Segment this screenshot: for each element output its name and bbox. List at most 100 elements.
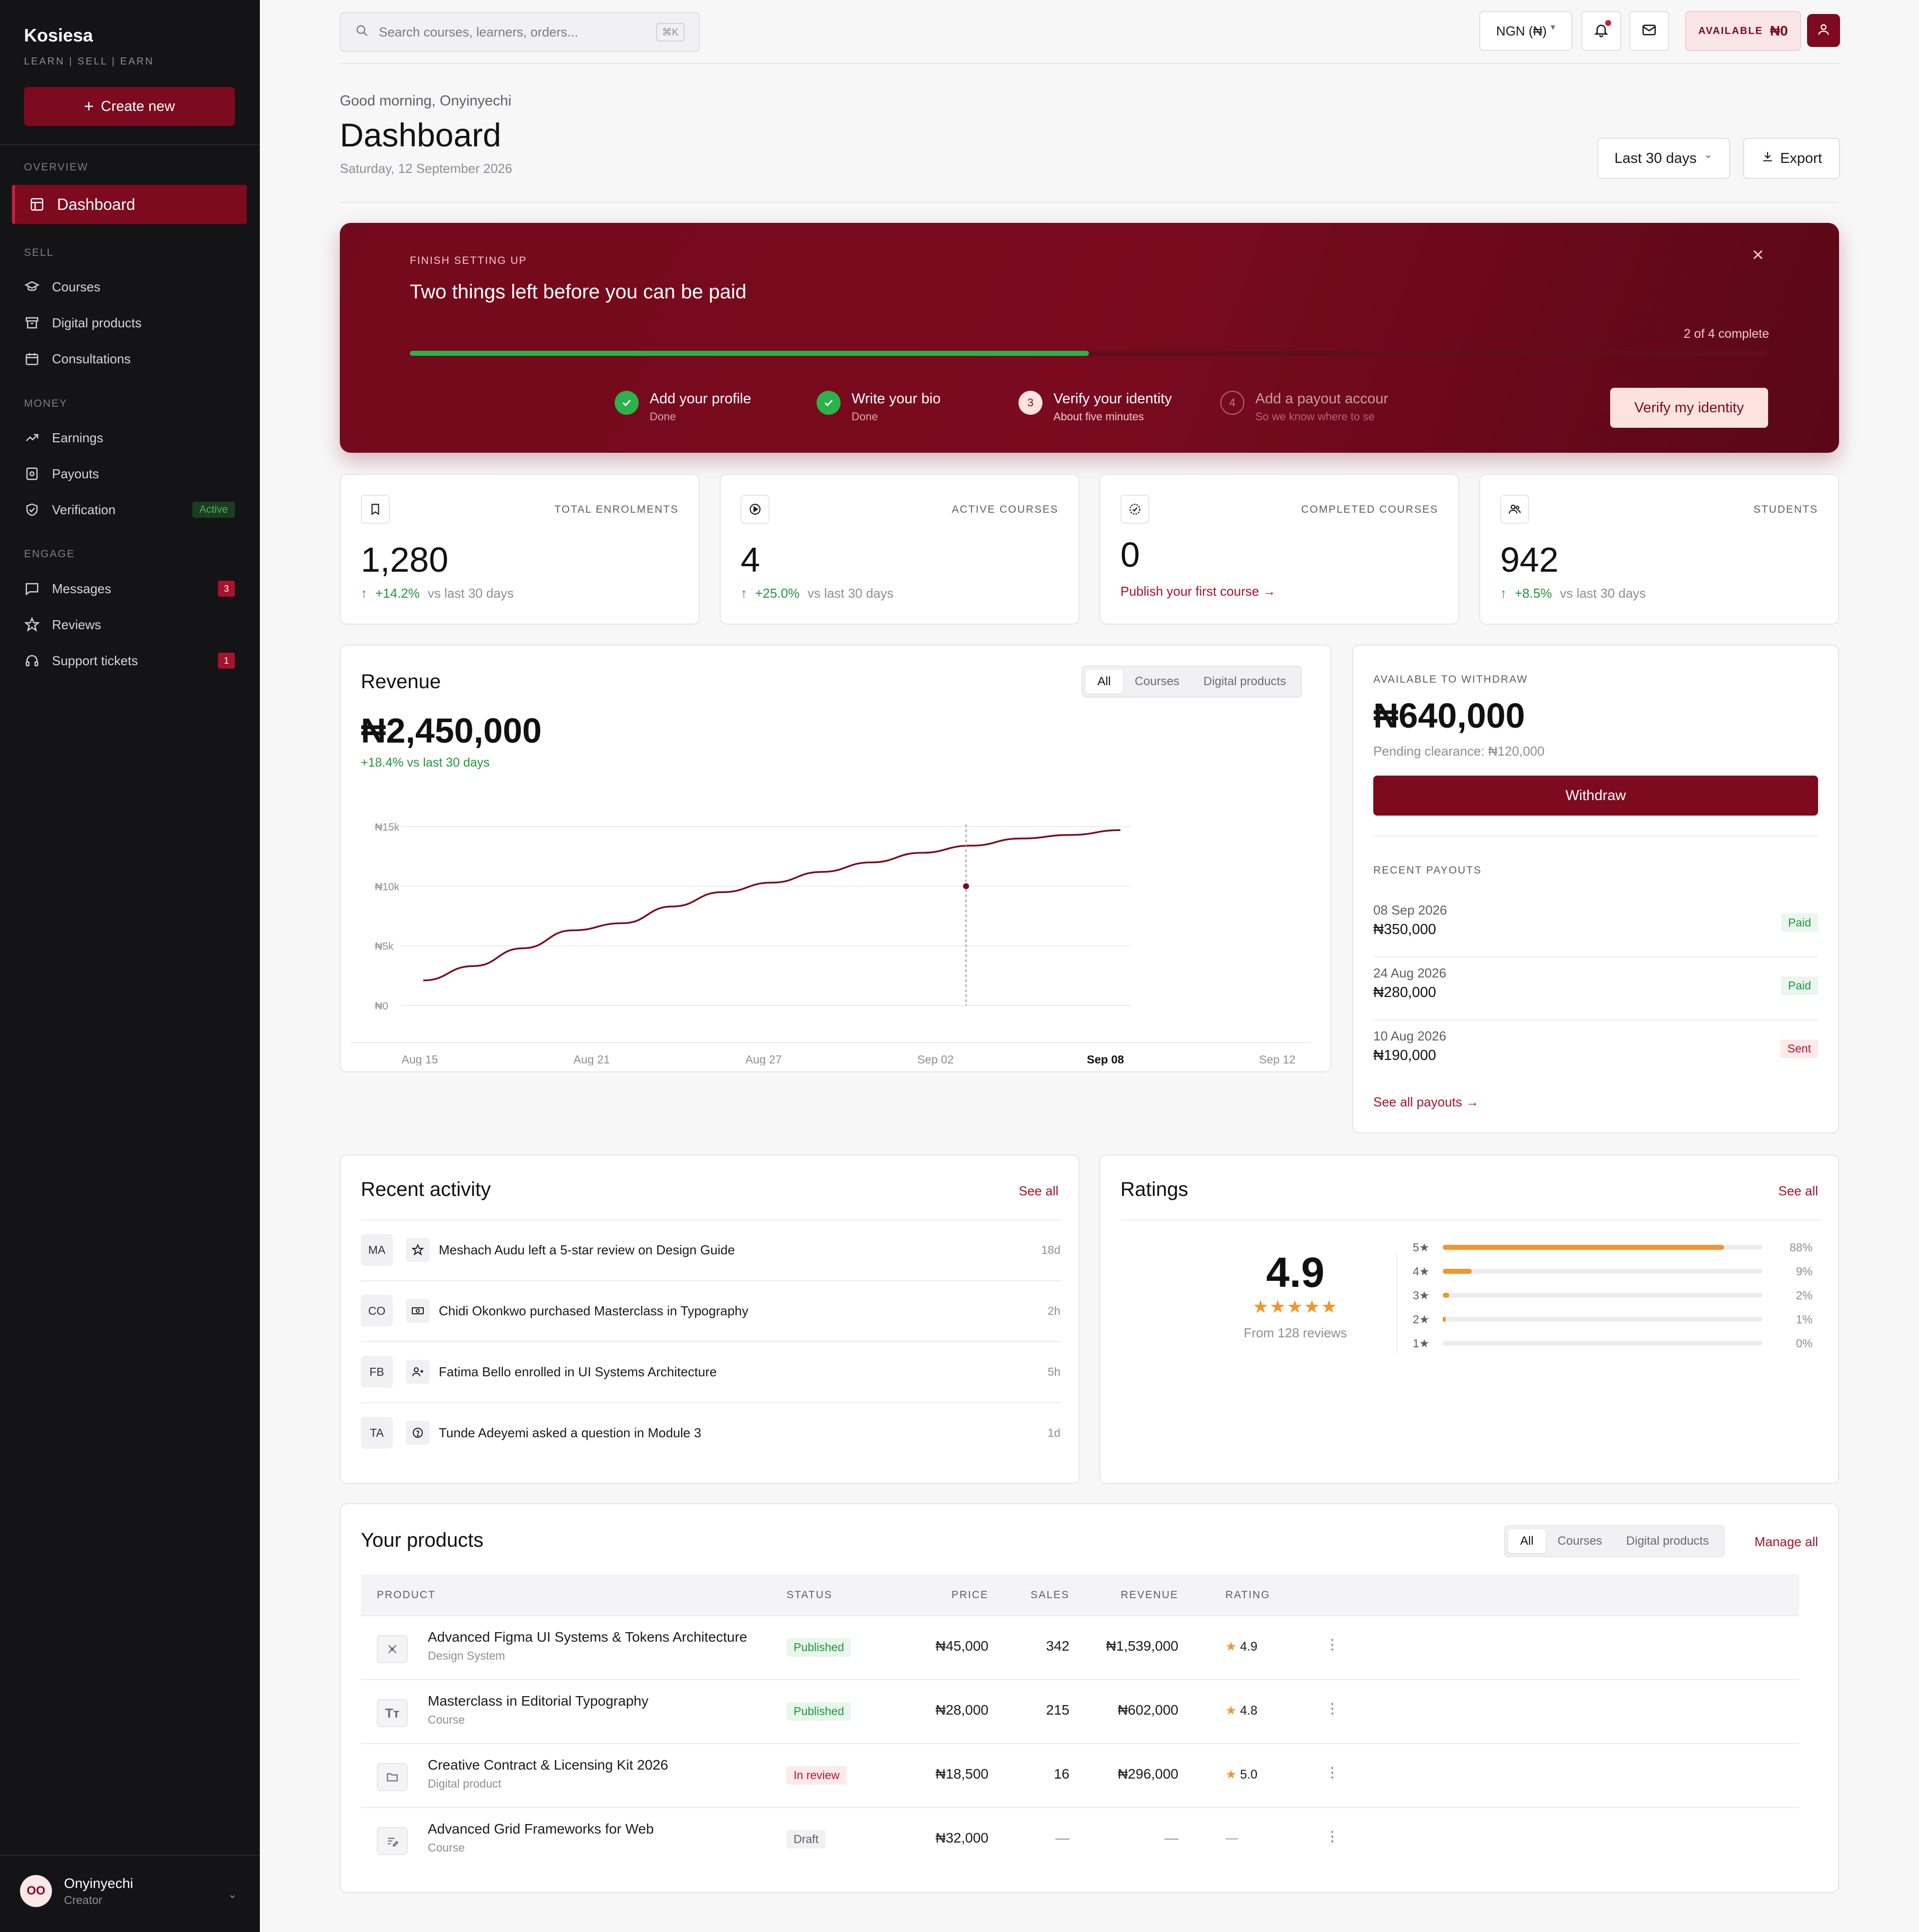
withdraw-button[interactable]: Withdraw	[1373, 776, 1818, 816]
table-row[interactable]: Advanced Grid Frameworks for Web Course …	[361, 1807, 1799, 1871]
tab-courses[interactable]: Courses	[1134, 675, 1180, 688]
product-revenue: ₦296,000	[1117, 1766, 1178, 1782]
sidebar-item-digital-products[interactable]: Digital products	[24, 308, 235, 338]
rating-value: 5.0	[1240, 1768, 1258, 1782]
check-icon	[615, 391, 639, 415]
revenue-chart[interactable]: ₦15k ₦10k ₦5k ₦0 Aug 15 Aug 21 Aug 27 Sep 02 Sep…	[351, 796, 1310, 1065]
sidebar-divider	[0, 1855, 260, 1856]
sidebar-item-messages[interactable]: Messages 3	[24, 574, 235, 604]
payout-amount: ₦280,000	[1373, 984, 1436, 1000]
sidebar-item-label: Reviews	[52, 617, 101, 632]
sidebar-item-consultations[interactable]: Consultations	[24, 344, 235, 374]
column-header[interactable]: STATUS	[787, 1589, 833, 1601]
setup-progress-text: 2 of 4 complete	[1684, 327, 1769, 341]
activity-item[interactable]: TA Tunde Adeyemi asked a question in Mod…	[361, 1402, 1060, 1462]
product-sales: 215	[1046, 1702, 1069, 1718]
activity-item[interactable]: MA Meshach Audu left a 5-star review on …	[361, 1219, 1060, 1279]
setup-step-profile[interactable]: Add your profile Done	[615, 391, 751, 423]
setup-step-bio[interactable]: Write your bio Done	[817, 391, 941, 423]
verify-identity-button[interactable]: Verify my identity	[1610, 388, 1768, 428]
play-circle-icon	[741, 495, 770, 524]
ratings-see-all-link[interactable]: See all	[1778, 1183, 1819, 1198]
sidebar-item-payouts[interactable]: Payouts	[24, 459, 235, 489]
activity-text: Chidi Okonkwo purchased Masterclass in T…	[439, 1303, 749, 1318]
column-header[interactable]: PRICE	[951, 1589, 988, 1601]
inbox-button[interactable]	[1629, 11, 1669, 51]
available-balance-chip[interactable]: AVAILABLE ₦0	[1685, 11, 1801, 51]
manage-all-link[interactable]: Manage all	[1754, 1534, 1818, 1549]
more-options-icon[interactable]: ⋮	[1325, 1637, 1339, 1652]
currency-select[interactable]: NGN (₦) ▾	[1479, 11, 1572, 51]
step-title: Write your bio	[852, 391, 941, 407]
sidebar-item-courses[interactable]: Courses	[24, 272, 235, 302]
y-tick-label: ₦0	[375, 1000, 388, 1012]
chevron-down-icon: ▾	[1551, 21, 1556, 32]
activity-see-all-link[interactable]: See all	[1018, 1183, 1059, 1198]
sidebar-item-dashboard[interactable]: Dashboard	[12, 185, 247, 224]
activity-avatar: MA	[361, 1234, 393, 1266]
search-input[interactable]: Search courses, learners, orders...	[379, 24, 578, 39]
create-new-button[interactable]: + Create new	[24, 87, 235, 126]
column-header[interactable]: RATING	[1225, 1589, 1270, 1601]
user-menu[interactable]: OO Onyinyechi Creator	[20, 1875, 133, 1907]
activity-item[interactable]: FB Fatima Bello enrolled in UI Systems A…	[361, 1341, 1060, 1401]
sidebar-item-verification[interactable]: Verification Active	[24, 495, 235, 525]
more-options-icon[interactable]: ⋮	[1325, 1765, 1339, 1780]
product-price: ₦45,000	[936, 1638, 988, 1654]
product-rating: ★ 4.9	[1225, 1639, 1257, 1654]
notifications-button[interactable]	[1581, 11, 1621, 51]
column-header[interactable]: SALES	[1030, 1589, 1069, 1601]
pending-clearance: Pending clearance: ₦120,000	[1373, 744, 1545, 759]
tab-all[interactable]: All	[1085, 670, 1123, 694]
stat-value: 1,280	[361, 540, 449, 579]
rating-bar-fill	[1443, 1293, 1449, 1298]
tab-courses[interactable]: Courses	[1557, 1534, 1603, 1548]
column-header[interactable]: REVENUE	[1120, 1589, 1178, 1601]
rating-bar-fill	[1443, 1317, 1446, 1322]
payout-row[interactable]: 24 Aug 2026 ₦280,000 Paid	[1373, 959, 1818, 1020]
sidebar-item-support-tickets[interactable]: Support tickets 1	[24, 646, 235, 676]
status-badge: In review	[787, 1766, 847, 1785]
setup-step-payout[interactable]: 4 Add a payout accour So we know where to…	[1220, 391, 1388, 423]
more-options-icon[interactable]: ⋮	[1325, 1701, 1339, 1716]
rating-percent: 1%	[1796, 1312, 1813, 1326]
product-revenue: ₦1,539,000	[1106, 1638, 1178, 1654]
sidebar-item-label: Earnings	[52, 430, 103, 445]
rating-bar-row: 3★ 2%	[1413, 1285, 1813, 1305]
profile-button[interactable]	[1807, 14, 1840, 47]
table-row[interactable]: Tт Masterclass in Editorial Typography C…	[361, 1679, 1799, 1743]
tab-digital-products[interactable]: Digital products	[1626, 1534, 1709, 1548]
withdraw-amount: ₦640,000	[1373, 696, 1525, 735]
sidebar-item-label: Support tickets	[52, 653, 138, 668]
stat-card-completed-courses: COMPLETED COURSES 0 Publish your first c…	[1099, 474, 1459, 625]
search-shortcut: ⌘K	[656, 22, 685, 41]
table-row[interactable]: Creative Contract & Licensing Kit 2026 D…	[361, 1743, 1799, 1807]
status-badge: Sent	[1780, 1039, 1818, 1058]
export-button[interactable]: Export	[1743, 138, 1840, 179]
stat-note: vs last 30 days	[427, 586, 514, 601]
chevron-down-icon: ⌄	[1704, 148, 1713, 160]
tab-all[interactable]: All	[1508, 1529, 1546, 1553]
payout-row[interactable]: 08 Sep 2026 ₦350,000 Paid	[1373, 896, 1818, 958]
chevron-down-icon[interactable]: ⌄	[228, 1888, 237, 1901]
close-icon[interactable]: ×	[1752, 244, 1764, 266]
table-header: PRODUCT STATUS PRICE SALES REVENUE RATIN…	[361, 1574, 1799, 1615]
download-icon	[1761, 150, 1774, 167]
activity-time: 5h	[1047, 1365, 1060, 1378]
stat-label: TOTAL ENROLMENTS	[554, 504, 679, 515]
sidebar-item-reviews[interactable]: Reviews	[24, 610, 235, 640]
date-range-select[interactable]: Last 30 days ⌄	[1597, 138, 1730, 179]
sidebar-item-earnings[interactable]: Earnings	[24, 423, 235, 453]
more-options-icon[interactable]: ⋮	[1325, 1829, 1339, 1844]
table-row[interactable]: Advanced Figma UI Systems & Tokens Archi…	[361, 1615, 1799, 1679]
column-header[interactable]: PRODUCT	[377, 1589, 436, 1601]
setup-step-identity[interactable]: 3 Verify your identity About five minutes	[1018, 391, 1172, 423]
star-icon: ★	[1225, 1704, 1237, 1718]
payout-row[interactable]: 10 Aug 2026 ₦190,000 Sent	[1373, 1021, 1818, 1083]
rating-star-label: 3★	[1413, 1288, 1430, 1302]
publish-first-course-link[interactable]: Publish your first course →	[1120, 584, 1276, 599]
search-bar[interactable]: Search courses, learners, orders... ⌘K	[340, 12, 700, 52]
tab-digital-products[interactable]: Digital products	[1203, 675, 1286, 688]
see-all-payouts-link[interactable]: See all payouts →	[1373, 1094, 1479, 1109]
activity-item[interactable]: CO Chidi Okonkwo purchased Masterclass i…	[361, 1280, 1060, 1340]
